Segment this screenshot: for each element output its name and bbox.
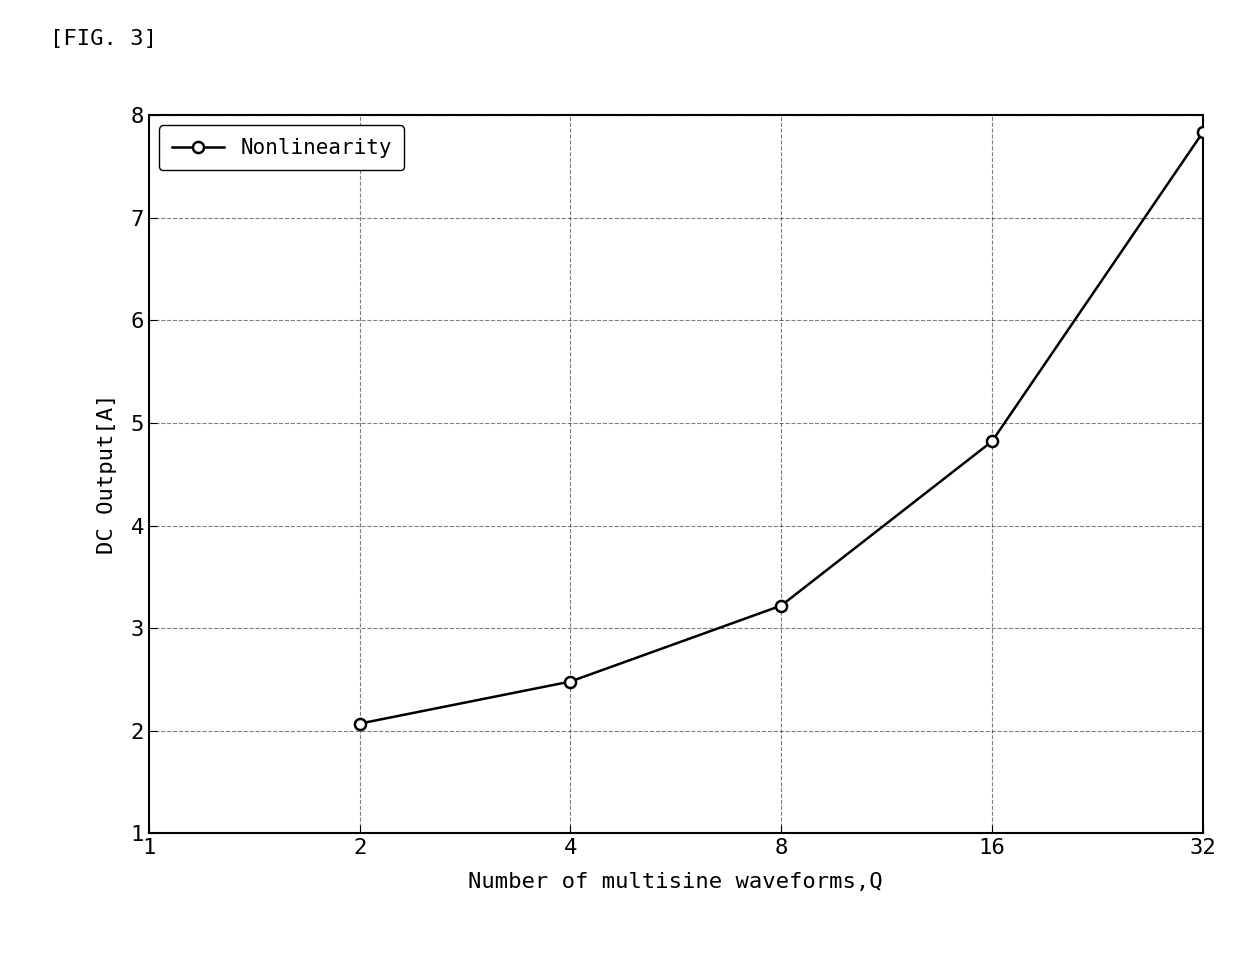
Nonlinearity xyxy=(774,600,789,611)
Line: Nonlinearity: Nonlinearity xyxy=(355,126,1208,729)
Nonlinearity xyxy=(985,436,999,447)
X-axis label: Number of multisine waveforms,Q: Number of multisine waveforms,Q xyxy=(469,872,883,892)
Nonlinearity xyxy=(352,718,367,729)
Legend: Nonlinearity: Nonlinearity xyxy=(159,125,404,171)
Y-axis label: DC Output[A]: DC Output[A] xyxy=(97,394,117,555)
Nonlinearity xyxy=(563,675,578,687)
Nonlinearity xyxy=(1195,126,1210,138)
Text: [FIG. 3]: [FIG. 3] xyxy=(50,29,156,49)
